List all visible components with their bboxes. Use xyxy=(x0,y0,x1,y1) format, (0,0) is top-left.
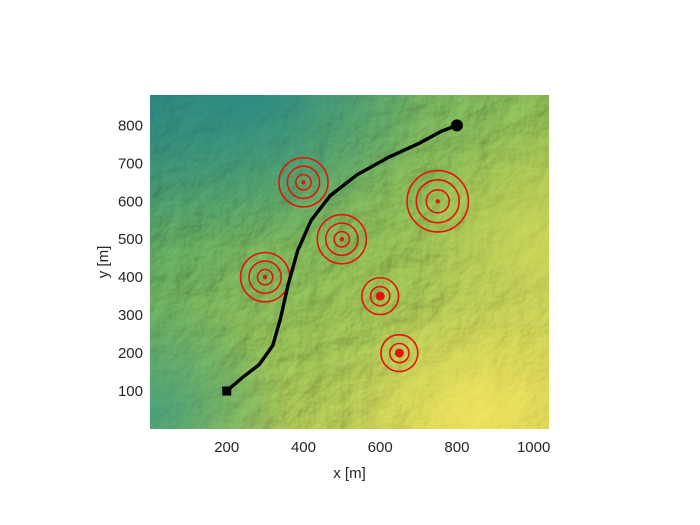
path-layer xyxy=(222,119,463,396)
x-axis-label: x [m] xyxy=(333,465,366,482)
threat-zone xyxy=(316,213,368,265)
threat-center xyxy=(394,348,404,358)
threat-zone xyxy=(278,156,329,208)
threat-ring xyxy=(333,230,351,248)
x-tick-label: 400 xyxy=(291,439,316,456)
threat-zones xyxy=(239,156,470,373)
threat-ring xyxy=(248,260,283,295)
y-tick-label: 100 xyxy=(118,383,143,400)
threat-ring xyxy=(406,169,470,233)
threat-center xyxy=(301,180,306,185)
threat-ring xyxy=(425,188,451,214)
x-tick-label: 1000 xyxy=(517,439,550,456)
threat-ring xyxy=(256,268,274,286)
y-axis-label: y [m] xyxy=(95,246,112,279)
threat-ring xyxy=(369,285,391,307)
start-marker xyxy=(222,386,232,396)
y-tick-label: 800 xyxy=(118,117,143,134)
x-tick-label: 600 xyxy=(368,439,393,456)
threat-center xyxy=(339,237,345,242)
x-tick-label: 200 xyxy=(214,439,239,456)
y-axis: 100 200 300 400 500 600 700 800 xyxy=(118,117,143,400)
threat-ring xyxy=(294,173,312,191)
threat-ring xyxy=(415,178,461,224)
threat-ring xyxy=(388,342,410,364)
x-tick-label: 800 xyxy=(444,439,469,456)
threat-ring xyxy=(278,156,329,208)
threat-center xyxy=(262,274,268,280)
threat-ring xyxy=(324,222,359,257)
threat-ring xyxy=(380,333,419,373)
x-axis: 200 400 600 800 1000 xyxy=(214,439,550,456)
threat-center xyxy=(435,199,440,204)
y-tick-label: 700 xyxy=(118,155,143,172)
threat-ring xyxy=(316,213,368,265)
threat-zone xyxy=(406,169,470,233)
threat-zone xyxy=(380,333,419,373)
path-line xyxy=(224,123,459,393)
y-tick-label: 600 xyxy=(118,193,143,210)
y-tick-label: 200 xyxy=(118,345,143,362)
threat-zone xyxy=(360,276,400,316)
threat-ring xyxy=(360,276,400,316)
y-tick-label: 500 xyxy=(118,231,143,248)
threat-center xyxy=(375,291,385,301)
end-marker xyxy=(450,119,463,132)
y-tick-label: 300 xyxy=(118,307,143,324)
threat-ring xyxy=(286,165,321,200)
y-tick-label: 400 xyxy=(118,269,143,286)
